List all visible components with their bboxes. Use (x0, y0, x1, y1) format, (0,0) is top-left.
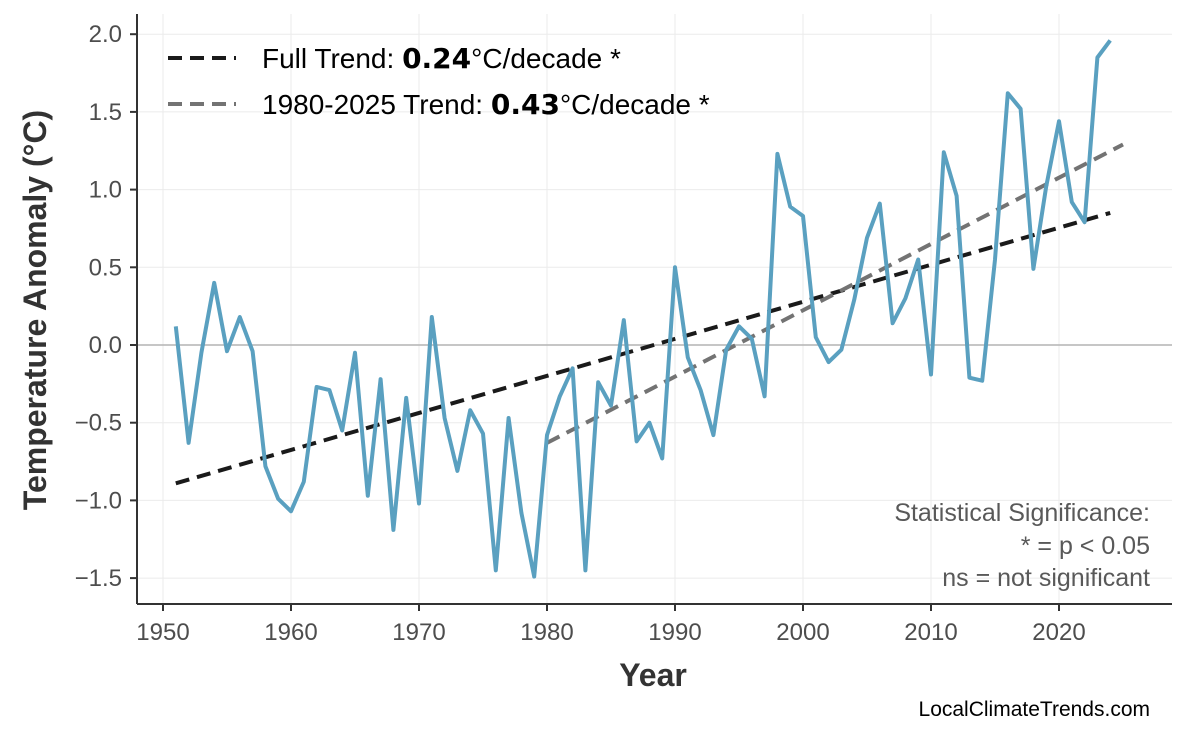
x-tick-label: 1970 (392, 619, 445, 646)
x-tick-label: 1950 (136, 619, 189, 646)
source-credit: LocalClimateTrends.com (919, 698, 1150, 721)
significance-note: Statistical Significance: * = p < 0.05 n… (894, 499, 1150, 592)
y-axis-label: Temperature Anomaly (°C) (17, 110, 53, 510)
x-tick-label: 2020 (1032, 619, 1085, 646)
legend-recent-trend: 1980-2025 Trend: 0.43°C/decade * (262, 88, 710, 121)
x-axis-label: Year (619, 657, 687, 693)
trend-lines (175, 142, 1124, 486)
full-trend-line (175, 210, 1111, 486)
note-line-3: ns = not significant (942, 564, 1150, 592)
legend: Full Trend: 0.24°C/decade * 1980-2025 Tr… (168, 42, 710, 121)
legend-full-trend: Full Trend: 0.24°C/decade * (262, 42, 621, 75)
y-ticks: −1.5 −1.0 −0.5 0.0 0.5 1.0 1.5 2.0 (75, 21, 137, 592)
y-tick-label: 2.0 (89, 21, 122, 48)
x-tick-label: 1990 (648, 619, 701, 646)
y-tick-label: 1.5 (89, 99, 122, 126)
x-ticks: 1950 1960 1970 1980 1990 2000 2010 2020 (136, 604, 1086, 646)
y-tick-label: −0.5 (75, 410, 122, 437)
data-points (175, 40, 1111, 577)
y-tick-label: −1.5 (75, 565, 122, 592)
x-tick-label: 2010 (904, 619, 957, 646)
note-line-1: Statistical Significance: (894, 499, 1150, 527)
x-tick-label: 1960 (264, 619, 317, 646)
y-tick-label: 1.0 (89, 177, 122, 204)
x-tick-label: 1980 (520, 619, 573, 646)
y-tick-label: −1.0 (75, 487, 122, 514)
note-line-2: * = p < 0.05 (1021, 532, 1150, 560)
y-tick-label: 0.5 (89, 254, 122, 281)
anomaly-series-line (173, 39, 1112, 579)
y-tick-label: 0.0 (89, 332, 122, 359)
x-tick-label: 2000 (776, 619, 829, 646)
